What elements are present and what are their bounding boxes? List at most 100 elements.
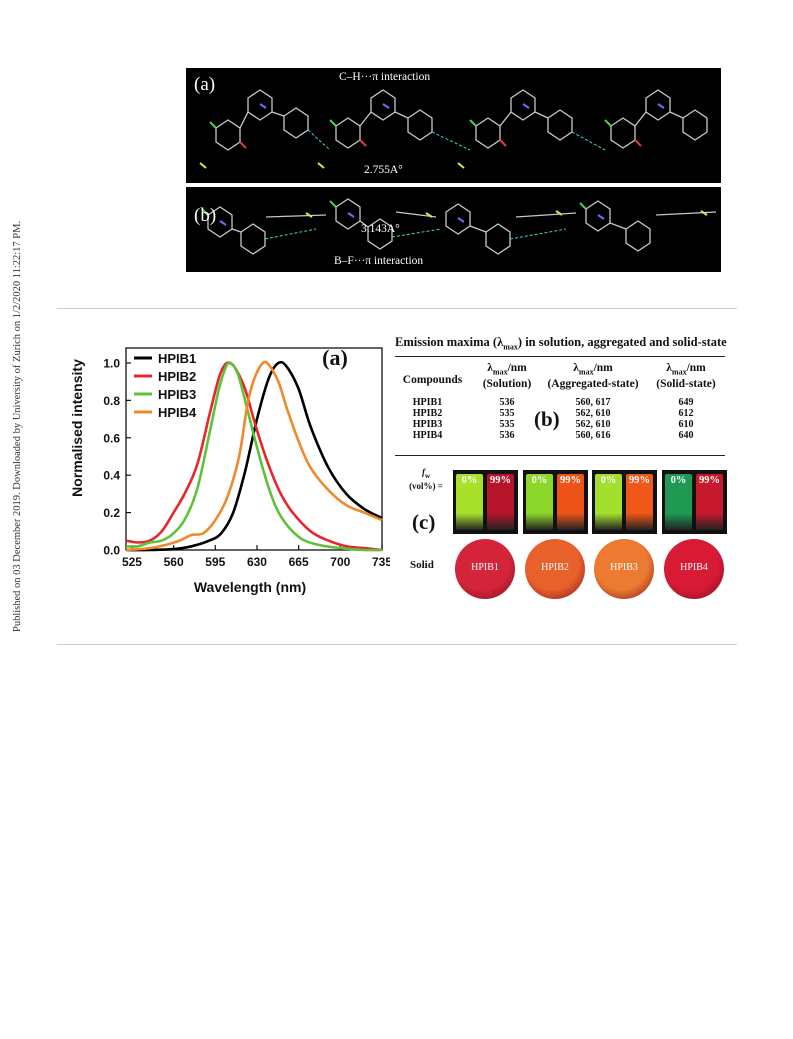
- table-cell-solid: 649: [678, 397, 694, 408]
- table-cell-solid: 640: [678, 430, 694, 441]
- vial-high-percent: 99%: [629, 475, 650, 486]
- ch-pi-distance-label: 2.755A°: [364, 164, 403, 176]
- vial-pair: 0% 99%: [453, 470, 518, 534]
- table-title: Emission maxima (λmax) in solution, aggr…: [395, 335, 727, 352]
- x-tick-label: 665: [289, 555, 309, 569]
- x-tick-label: 525: [122, 555, 142, 569]
- legend-entry: HPIB1: [158, 351, 196, 366]
- molecular-packing-image-a: [199, 89, 708, 169]
- vial-high-percent: 99%: [490, 475, 511, 486]
- table-cell-compound: HPIB2: [412, 408, 443, 419]
- solid-sample-disc: HPIB2: [525, 539, 585, 599]
- table-title-sub: max: [503, 342, 518, 352]
- separator-line-bottom: [57, 644, 737, 645]
- table-cell-solution: 535: [499, 419, 515, 430]
- panel-b-label: (b): [194, 205, 217, 226]
- series-line-hpib4: [125, 360, 383, 552]
- fw-label: fw (vol%) =: [400, 467, 452, 491]
- side-publication-note: Published on 03 December 2019. Downloade…: [0, 0, 23, 1039]
- vial-high: 99%: [487, 474, 514, 530]
- vial-low: 0%: [456, 474, 483, 530]
- vial-pair: 0% 99%: [662, 470, 727, 534]
- y-tick-label: 0.4: [103, 469, 120, 483]
- x-tick-label: 560: [164, 555, 184, 569]
- publication-note-text: Published on 03 December 2019. Downloade…: [12, 220, 23, 632]
- legend-entry: HPIB4: [158, 405, 197, 420]
- series-line-hpib3: [125, 361, 383, 552]
- y-tick-label: 0.2: [103, 506, 120, 520]
- vial-low-percent: 0%: [531, 475, 548, 486]
- header-solution-lambda: λ: [487, 362, 493, 374]
- vial-low: 0%: [526, 474, 553, 530]
- solid-row-label: Solid: [410, 559, 434, 571]
- table-title-prefix: Emission maxima (λ: [395, 335, 504, 349]
- header-solution-unit: /nm: [507, 362, 527, 374]
- header-aggregated: λmax/nm (Aggregated-state): [543, 362, 643, 391]
- vial-low-percent: 0%: [670, 475, 687, 486]
- y-tick-label: 0.0: [103, 544, 120, 558]
- vial-high: 99%: [557, 474, 584, 530]
- y-tick-label: 0.8: [103, 394, 120, 408]
- table-panel-label: (b): [534, 407, 560, 431]
- photos-panel-label: (c): [412, 510, 436, 534]
- emission-spectra-chart: 0.0 0.2 0.4 0.6 0.8 1.0 525 560 595 630 665 700 735 H…: [69, 345, 390, 595]
- table-cell-solution: 536: [499, 430, 515, 441]
- header-aggregated-sub: max: [578, 367, 594, 377]
- table-cell-aggregated: 560, 617: [575, 397, 611, 408]
- solid-sample-disc: HPIB1: [455, 539, 515, 599]
- panel-a-label: (a): [194, 74, 216, 95]
- vial-pair: 0% 99%: [592, 470, 657, 534]
- crystal-packing-panel-a: (a) C–H···π interaction 2.755A°: [186, 68, 721, 183]
- fw-sub: w: [424, 471, 431, 480]
- separator-line-top: [57, 308, 737, 309]
- vial-high-percent: 99%: [699, 475, 720, 486]
- header-aggregated-lambda: λ: [573, 362, 579, 374]
- header-solution-state: (Solution): [482, 378, 532, 391]
- solid-sample-disc: HPIB3: [594, 539, 654, 599]
- header-solution-sub: max: [492, 367, 508, 377]
- table-cell-solid: 610: [678, 419, 694, 430]
- x-axis-label: Wavelength (nm): [194, 579, 306, 595]
- vial-high: 99%: [696, 474, 723, 530]
- table-cell-solid: 612: [678, 408, 694, 419]
- vial-high: 99%: [626, 474, 653, 530]
- x-tick-label: 595: [205, 555, 225, 569]
- fw-unit: (vol%) =: [409, 480, 443, 491]
- solid-sample-name: HPIB3: [610, 562, 638, 573]
- table-cell-aggregated: 560, 616: [575, 430, 611, 441]
- header-solution: λmax/nm (Solution): [471, 362, 543, 391]
- table-top-rule: [395, 356, 725, 357]
- x-tick-label: 735: [372, 555, 390, 569]
- y-tick-label: 1.0: [103, 356, 120, 370]
- legend-entry: HPIB2: [158, 369, 196, 384]
- header-solid-state: (Solid-state): [656, 378, 716, 391]
- solid-sample-name: HPIB2: [541, 562, 569, 573]
- chart-panel-label: (a): [322, 345, 348, 370]
- plot-frame: [125, 347, 383, 551]
- header-solid: λmax/nm (Solid-state): [646, 362, 726, 391]
- table-bottom-rule: [395, 455, 725, 456]
- header-aggregated-state: (Aggregated-state): [547, 378, 639, 391]
- crystal-packing-panel-b: (b) 3.143A° B–F···π interaction: [186, 187, 721, 272]
- table-cell-compound: HPIB4: [412, 430, 443, 441]
- molecular-packing-image-b: [201, 198, 717, 255]
- header-compounds: Compounds: [402, 374, 463, 386]
- y-tick-label: 0.6: [103, 431, 120, 445]
- solid-sample-name: HPIB1: [471, 562, 499, 573]
- x-tick-label: 700: [330, 555, 350, 569]
- legend-entry: HPIB3: [158, 387, 196, 402]
- y-axis-label: Normalised intensity: [69, 359, 85, 497]
- bf-pi-interaction-label: B–F···π interaction: [334, 255, 424, 267]
- vial-low: 0%: [595, 474, 622, 530]
- bf-pi-distance-label: 3.143A°: [361, 223, 400, 235]
- header-aggregated-unit: /nm: [593, 362, 613, 374]
- vial-low: 0%: [665, 474, 692, 530]
- ch-pi-interaction-label: C–H···π interaction: [339, 71, 431, 83]
- table-cell-aggregated: 562, 610: [575, 419, 611, 430]
- plot-area: 0.0 0.2 0.4 0.6 0.8 1.0 525 560 595 630 665 700 735 H…: [103, 347, 390, 569]
- header-solid-lambda: λ: [666, 362, 672, 374]
- header-solid-unit: /nm: [686, 362, 706, 374]
- vial-low-percent: 0%: [600, 475, 617, 486]
- header-solid-sub: max: [671, 367, 687, 377]
- table-cell-solution: 535: [499, 408, 515, 419]
